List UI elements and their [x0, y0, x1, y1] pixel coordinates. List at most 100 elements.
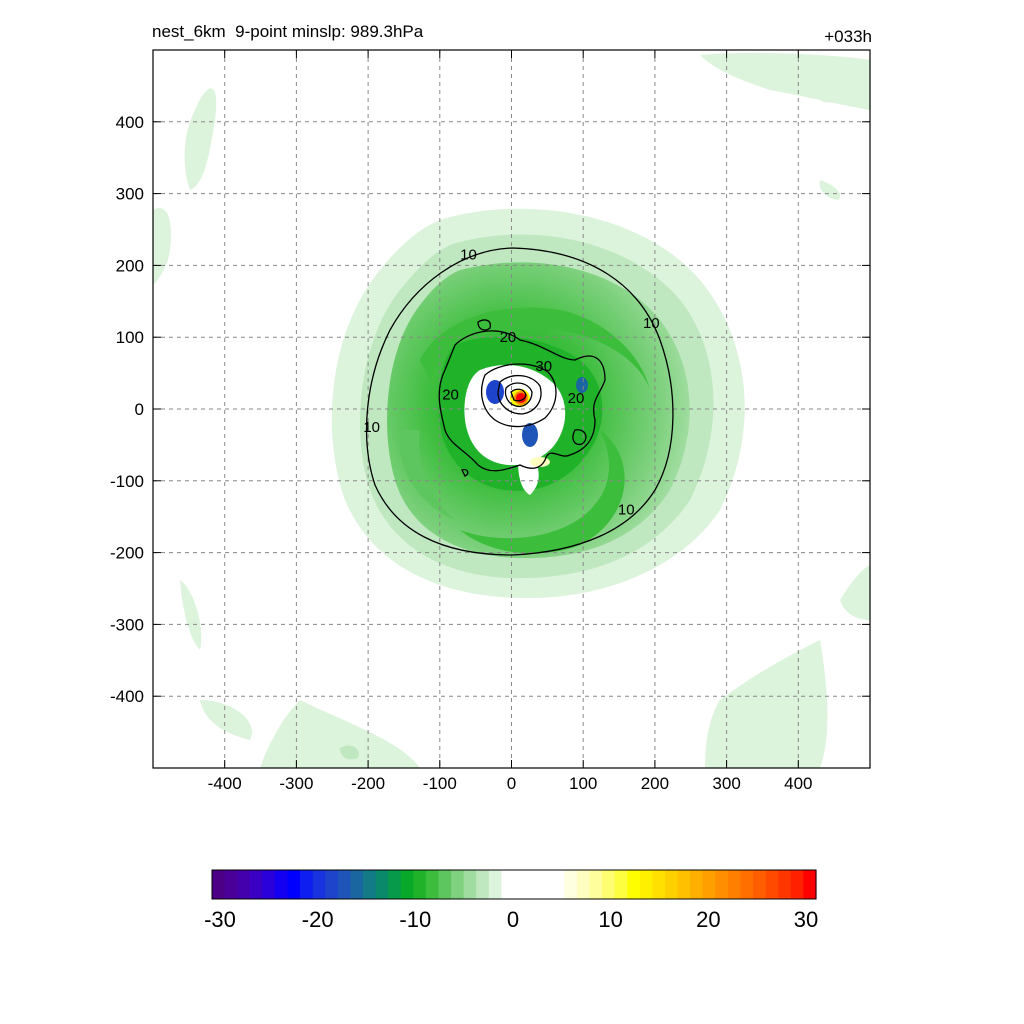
colorbar-swatch	[765, 870, 779, 899]
colorbar-swatch	[551, 870, 565, 899]
y-tick-label: -100	[110, 472, 144, 491]
x-tick-label: 100	[569, 774, 597, 793]
colorbar-swatch	[564, 870, 578, 899]
x-tick-label: 400	[784, 774, 812, 793]
colorbar-swatch	[778, 870, 792, 899]
colorbar-swatch	[790, 870, 805, 899]
contour-label: 10	[643, 315, 660, 332]
colorbar-swatch	[740, 870, 754, 899]
colorbar-swatch	[224, 870, 238, 899]
axis-ticks	[153, 50, 870, 768]
colorbar-swatch	[425, 870, 440, 899]
colorbar-swatch	[753, 870, 767, 899]
contour-patch-2	[477, 319, 491, 331]
contour-inner-3	[510, 388, 527, 402]
colorbar-swatch	[602, 870, 616, 899]
colorbar	[211, 869, 817, 900]
colorbar-swatch	[476, 870, 490, 899]
contour-label: 10	[618, 502, 635, 519]
colorbar-swatch	[589, 870, 603, 899]
y-tick-label: 200	[116, 256, 144, 275]
contour-label: 30	[535, 358, 552, 375]
colorbar-swatch	[337, 870, 352, 899]
colorbar-swatch	[388, 870, 402, 899]
contour-label: 10	[460, 247, 477, 264]
chart-title: nest_6km 9-point minslp: 989.3hPa	[152, 22, 424, 41]
contour-label: 20	[500, 329, 517, 346]
contour-inner-2	[504, 382, 533, 408]
colorbar-swatch	[400, 870, 414, 899]
colorbar-swatch	[677, 870, 691, 899]
colorbar-swatch	[803, 870, 817, 899]
colorbar-swatch	[413, 870, 427, 899]
colorbar-swatch	[526, 870, 540, 899]
y-tick-label: -400	[110, 687, 144, 706]
colorbar-swatch	[514, 870, 528, 899]
colorbar-swatch	[488, 870, 503, 899]
colorbar-swatch	[539, 870, 553, 899]
colorbar-swatch	[576, 870, 591, 899]
y-tick-label: 400	[116, 113, 144, 132]
colorbar-swatch	[249, 870, 263, 899]
colorbar-swatch	[375, 870, 389, 899]
x-tick-label: -100	[423, 774, 457, 793]
colorbar-swatch	[727, 870, 742, 899]
contour-patch-3	[461, 468, 469, 477]
colorbar-swatch	[501, 870, 515, 899]
forecast-hour-label: +033h	[824, 27, 872, 46]
colorbar-tick-label: 0	[507, 907, 519, 932]
colorbar-swatch	[274, 870, 289, 899]
x-tick-label: 200	[641, 774, 669, 793]
colorbar-swatch	[690, 870, 704, 899]
y-tick-label: 300	[116, 185, 144, 204]
y-tick-label: 100	[116, 328, 144, 347]
contour-patch	[572, 429, 587, 446]
colorbar-swatch	[262, 870, 276, 899]
colorbar-swatch	[614, 870, 628, 899]
x-tick-label: -300	[279, 774, 313, 793]
colorbar-swatch	[652, 870, 666, 899]
contour-label: 10	[363, 419, 380, 436]
contour-20	[438, 330, 606, 472]
x-tick-label: -200	[351, 774, 385, 793]
colorbar-swatch	[325, 870, 339, 899]
contour-30	[481, 363, 557, 428]
colorbar-swatch	[300, 870, 314, 899]
y-tick-label: -300	[110, 615, 144, 634]
colorbar-swatch	[212, 870, 226, 899]
contour-label: 20	[568, 390, 585, 407]
x-tick-label: 300	[712, 774, 740, 793]
x-tick-labels: -400 -300 -200 -100 0 100 200 300 400	[208, 774, 813, 793]
y-tick-label: -200	[110, 544, 144, 563]
y-tick-labels: -400 -300 -200 -100 0 100 200 300 400	[110, 113, 144, 706]
colorbar-tick-label: -20	[302, 907, 334, 932]
contour-labels: 10 10 10 10 20 30 20 20	[363, 247, 660, 519]
contour-label: 20	[442, 387, 459, 404]
colorbar-tick-label: 30	[794, 907, 818, 932]
colorbar-swatch	[715, 870, 729, 899]
colorbar-tick-label: 20	[696, 907, 720, 932]
colorbar-swatch	[463, 870, 477, 899]
colorbar-swatch	[350, 870, 364, 899]
colorbar-swatch	[627, 870, 641, 899]
colorbar-tick-label: 10	[598, 907, 622, 932]
colorbar-tick-label: -30	[204, 907, 236, 932]
colorbar-swatch	[702, 870, 716, 899]
colorbar-swatch	[451, 870, 465, 899]
colorbar-swatch	[363, 870, 377, 899]
x-tick-label: 0	[507, 774, 516, 793]
colorbar-swatch	[438, 870, 452, 899]
colorbar-swatch	[639, 870, 654, 899]
colorbar-swatch	[237, 870, 251, 899]
colorbar-swatch	[287, 870, 301, 899]
contour-lines	[365, 247, 674, 556]
x-tick-label: -400	[208, 774, 242, 793]
contour-inner-1	[497, 375, 542, 415]
contour-10	[365, 247, 674, 556]
colorbar-swatch	[665, 870, 679, 899]
colorbar-tick-label: -10	[399, 907, 431, 932]
colorbar-frame	[211, 869, 817, 900]
y-tick-label: 0	[135, 400, 144, 419]
